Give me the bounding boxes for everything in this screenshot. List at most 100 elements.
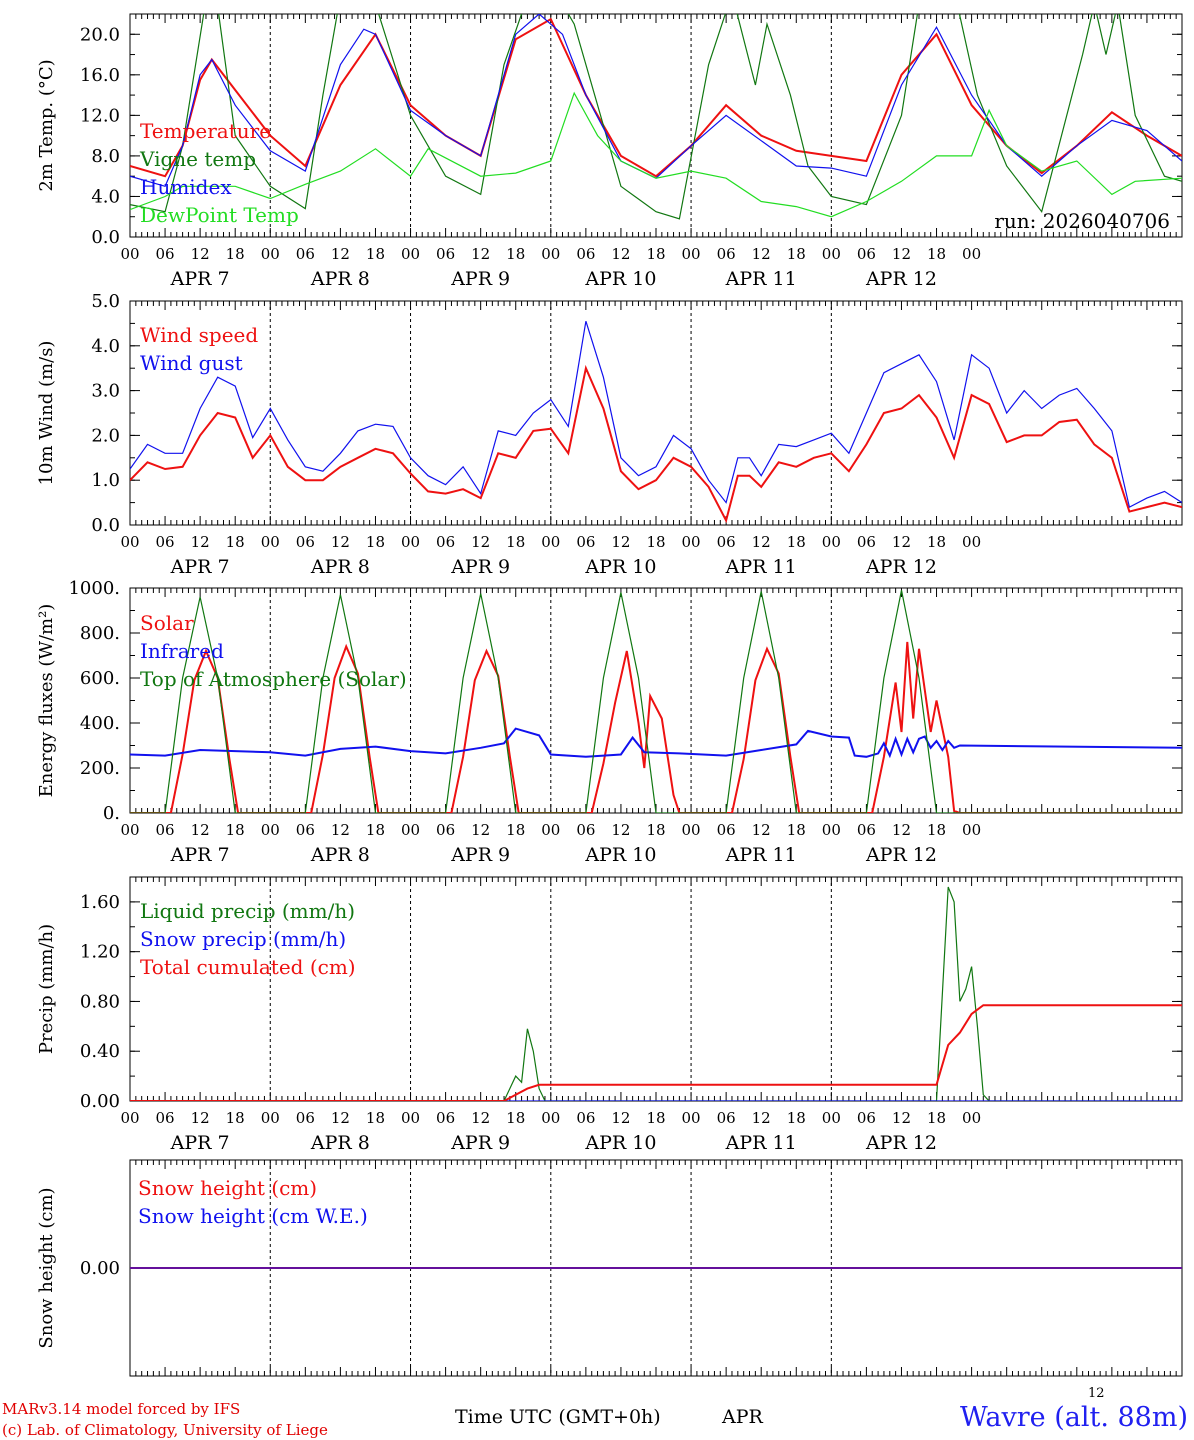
- y-axis-label: Precip (mm/h): [36, 924, 57, 1054]
- x-tick-label: 18: [787, 245, 806, 263]
- x-tick-label: 18: [646, 1109, 665, 1127]
- legend-entry: Temperature: [140, 119, 271, 143]
- x-tick-label: 06: [857, 821, 876, 839]
- x-tick-label: 12: [752, 1109, 771, 1127]
- legend-entry: Snow height (cm W.E.): [138, 1204, 368, 1228]
- x-tick-label: 06: [156, 533, 175, 551]
- y-tick-label: 5.0: [91, 291, 120, 312]
- x-tick-label: 06: [436, 533, 455, 551]
- x-tick-label: 12: [471, 245, 490, 263]
- x-tick-label: 00: [541, 1109, 560, 1127]
- x-tick-label: 18: [646, 245, 665, 263]
- series-line-wind-gust: [130, 321, 1182, 508]
- panel-1: 0.0 4.0 8.0 12.0 16.0 20.0 2m Temp. (°C) 00 06 12…: [36, 13, 1183, 290]
- series-line-humidex: [130, 14, 1182, 188]
- x-tick-label: 00: [822, 1109, 841, 1127]
- legend-entry: Snow precip (mm/h): [140, 927, 346, 951]
- x-tick-label: 00: [962, 533, 981, 551]
- x-tick-label: 00: [822, 245, 841, 263]
- x-tick-label: 12: [611, 533, 630, 551]
- x-tick-label: 12: [331, 821, 350, 839]
- x-tick-label: 00: [261, 245, 280, 263]
- x-tick-label: 18: [927, 245, 946, 263]
- y-tick-label: 400.: [80, 713, 120, 734]
- y-axis-label: Energy fluxes (W/m²): [36, 604, 57, 798]
- x-tick-label: 00: [962, 245, 981, 263]
- y-tick-label: 0.80: [80, 991, 120, 1012]
- x-tick-label: 12: [191, 533, 210, 551]
- y-tick-label: 2.0: [91, 425, 120, 446]
- x-tick-label: 00: [120, 533, 139, 551]
- day-label: APR 12: [865, 556, 937, 578]
- y-axis-label: Snow height (cm): [36, 1187, 57, 1348]
- y-tick-label: 200.: [80, 758, 120, 779]
- y-tick-label: 0.40: [80, 1041, 120, 1062]
- x-tick-label: 00: [120, 245, 139, 263]
- x-axis-month: APR: [722, 1406, 763, 1428]
- day-label: APR 11: [725, 844, 797, 866]
- plot-frame: [129, 300, 1183, 526]
- legend-entry: Solar: [140, 611, 194, 635]
- day-label: APR 10: [584, 268, 656, 290]
- x-tick-label: 00: [682, 533, 701, 551]
- panel-2: 0.0 1.0 2.0 3.0 4.0 5.0 10m Wind (m/s) 00 06 12 18…: [36, 291, 1183, 578]
- x-tick-label: 18: [506, 821, 525, 839]
- x-tick-label: 06: [436, 1109, 455, 1127]
- x-tick-label: 06: [576, 533, 595, 551]
- x-tick-label: 00: [541, 245, 560, 263]
- x-tick-label: 00: [541, 821, 560, 839]
- day-label: APR 8: [310, 556, 370, 578]
- x-tick-label: 06: [296, 821, 315, 839]
- run-annotation: run: 2026040706: [994, 209, 1170, 233]
- y-tick-label: 1000.: [68, 578, 120, 599]
- y-tick-label: 0.: [103, 803, 120, 824]
- x-tick-label: 06: [717, 533, 736, 551]
- x-tick-label: 12: [191, 1109, 210, 1127]
- legend-entry: Wind speed: [140, 323, 258, 347]
- y-tick-label: 20.0: [80, 24, 120, 45]
- series-line-temperature: [130, 17, 1182, 178]
- x-tick-label: 06: [156, 245, 175, 263]
- day-label: APR 12: [865, 844, 937, 866]
- x-tick-label: 12: [471, 533, 490, 551]
- y-tick-label: 0.0: [91, 227, 120, 248]
- plot-frame: [129, 587, 1183, 814]
- panel-4: 0.00 0.40 0.80 1.20 1.60 Precip (mm/h) 00 06 12 1…: [36, 876, 1183, 1154]
- x-tick-label: 12: [471, 1109, 490, 1127]
- x-tick-label: 00: [822, 533, 841, 551]
- x-tick-label: 06: [156, 1109, 175, 1127]
- day-label: APR 8: [310, 268, 370, 290]
- legend-entry: Top of Atmosphere (Solar): [140, 667, 407, 691]
- x-axis-title: Time UTC (GMT+0h): [455, 1406, 661, 1428]
- panel-3: 0. 200. 400. 600. 800. 1000. Energy fluxes (W/…: [36, 578, 1183, 866]
- y-tick-label: 1.60: [80, 892, 120, 913]
- lab-credit: (c) Lab. of Climatology, University of L…: [2, 1421, 328, 1439]
- station-name: Wavre (alt. 88m): [960, 1402, 1188, 1433]
- x-tick-label: 12: [611, 1109, 630, 1127]
- x-tick-label: 12: [752, 245, 771, 263]
- y-tick-label: 4.0: [91, 186, 120, 207]
- legend-entry: Total cumulated (cm): [140, 955, 356, 979]
- day-label: APR 9: [450, 556, 510, 578]
- x-tick-label: 00: [120, 1109, 139, 1127]
- x-tick-label: 00: [822, 821, 841, 839]
- day-label: APR 7: [170, 1132, 230, 1154]
- x-tick-label: 06: [156, 821, 175, 839]
- legend-entry: DewPoint Temp: [140, 203, 299, 227]
- legend-entry: Infrared: [140, 639, 224, 663]
- x-tick-label: 06: [857, 245, 876, 263]
- y-axis-label: 10m Wind (m/s): [36, 341, 57, 486]
- day-label: APR 8: [310, 844, 370, 866]
- x-tick-label: 12: [892, 1109, 911, 1127]
- x-tick-label: 12: [471, 821, 490, 839]
- x-tick-label: 06: [857, 533, 876, 551]
- x-tick-label: 12: [892, 821, 911, 839]
- day-label: APR 7: [170, 556, 230, 578]
- x-tick-label: 06: [436, 821, 455, 839]
- legend-entry: Vigne temp: [139, 147, 256, 171]
- x-tick-label: 00: [261, 1109, 280, 1127]
- series-line-total-cumulated-cm: [130, 1004, 1182, 1101]
- x-tick-label: 18: [646, 821, 665, 839]
- x-tick-label: 00: [401, 1109, 420, 1127]
